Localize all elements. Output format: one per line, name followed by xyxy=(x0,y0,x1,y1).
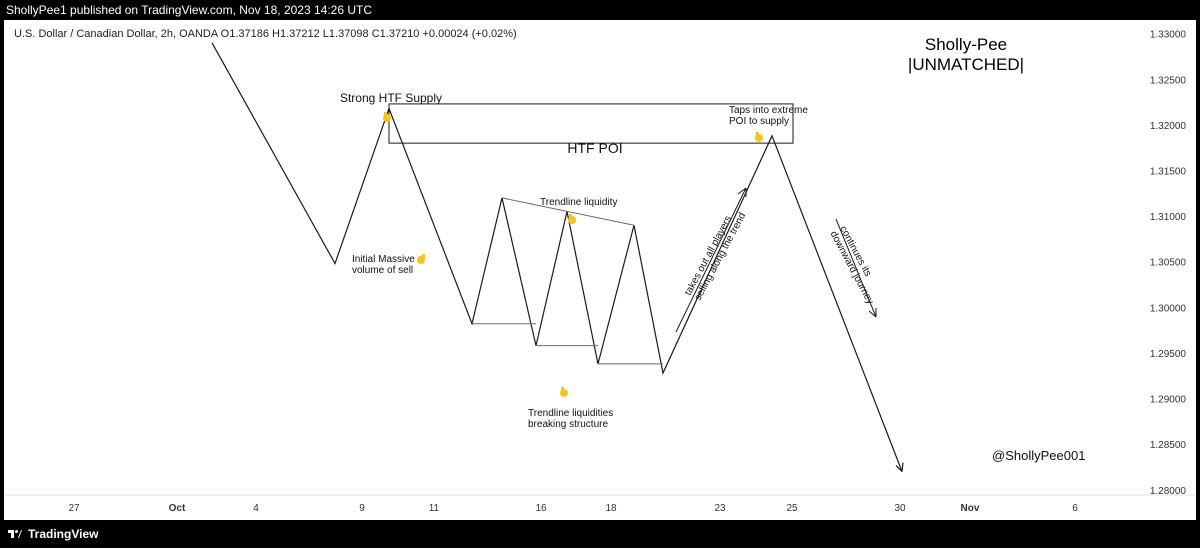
x-tick-label: 6 xyxy=(1072,503,1078,514)
htf-poi-zone[interactable] xyxy=(388,103,794,144)
price-path-line xyxy=(211,42,903,472)
x-tick-label: Oct xyxy=(169,503,186,514)
initial-sell-label-line1: Initial Massive xyxy=(352,254,415,265)
x-tick-label: 18 xyxy=(605,503,617,514)
author-handle: @ShollyPee001 xyxy=(992,448,1085,463)
pointing-hand-icon xyxy=(568,214,576,224)
liq-break-label-line1: Trendline liquidities xyxy=(528,408,613,419)
strong-supply-label: Strong HTF Supply xyxy=(340,91,442,105)
liq-break-label-line2: breaking structure xyxy=(528,419,608,430)
pointing-hand-icon xyxy=(755,132,763,142)
drawing-layer xyxy=(211,42,904,472)
trendline-liquidity-label: Trendline liquidity xyxy=(540,197,617,208)
y-tick-label: 1.33000 xyxy=(1150,30,1187,41)
y-tick-label: 1.31500 xyxy=(1150,167,1187,178)
pointing-hand-icon xyxy=(383,112,391,122)
down-arrow xyxy=(835,218,877,318)
footer-bar: TradingView xyxy=(0,520,1200,548)
y-tick-label: 1.30500 xyxy=(1150,258,1187,269)
x-tick-label: 30 xyxy=(894,503,906,514)
brand-name: Sholly-Pee xyxy=(925,35,1007,54)
x-tick-label: 16 xyxy=(535,503,547,514)
y-tick-label: 1.31000 xyxy=(1150,212,1187,223)
y-tick-label: 1.28500 xyxy=(1150,440,1187,451)
y-tick-label: 1.30000 xyxy=(1150,303,1187,314)
x-tick-label: 23 xyxy=(714,503,726,514)
trendline-liquidity-line xyxy=(501,197,635,226)
taps-label-line2: POI to supply xyxy=(729,116,789,127)
publisher-bar: ShollyPee1 published on TradingView.com,… xyxy=(0,0,1200,20)
y-axis: 1.33000 1.32500 1.32000 1.31500 1.31000 1.305… xyxy=(1150,30,1187,497)
up-arrow xyxy=(675,187,747,333)
x-tick-label: 4 xyxy=(253,503,259,514)
x-tick-label: Nov xyxy=(961,503,980,514)
x-tick-label: 11 xyxy=(429,503,440,514)
taps-label-line1: Taps into extreme xyxy=(729,105,808,116)
chart-svg: U.S. Dollar / Canadian Dollar, 2h, OANDA… xyxy=(4,28,1196,514)
publisher-text: ShollyPee1 published on TradingView.com,… xyxy=(6,3,373,17)
tradingview-logo-icon[interactable] xyxy=(8,527,22,541)
y-tick-label: 1.28000 xyxy=(1150,486,1187,497)
y-tick-label: 1.32000 xyxy=(1150,121,1187,132)
htf-poi-label: HTF POI xyxy=(567,140,622,156)
y-tick-label: 1.29000 xyxy=(1150,395,1187,406)
y-tick-label: 1.32500 xyxy=(1150,75,1187,86)
x-tick-label: 25 xyxy=(786,503,798,514)
continues-label: continues its downward journey xyxy=(828,224,876,306)
brand-tagline: |UNMATCHED| xyxy=(908,55,1024,74)
path-end-arrowhead xyxy=(895,462,904,472)
pointing-hand-icon xyxy=(560,387,568,397)
symbol-line: U.S. Dollar / Canadian Dollar, 2h, OANDA… xyxy=(14,28,517,40)
initial-sell-label-line2: volume of sell xyxy=(352,265,413,276)
y-tick-label: 1.29500 xyxy=(1150,349,1187,360)
x-tick-label: 9 xyxy=(359,503,365,514)
takes-out-label: takes out all players selling along the … xyxy=(683,211,748,303)
pointing-hand-icon xyxy=(417,254,425,264)
footer-logo-text[interactable]: TradingView xyxy=(28,527,99,541)
x-axis: 27 Oct 4 9 11 16 18 23 25 30 Nov 6 xyxy=(68,503,1078,514)
x-tick-label: 27 xyxy=(68,503,80,514)
chart-area[interactable]: U.S. Dollar / Canadian Dollar, 2h, OANDA… xyxy=(4,20,1196,520)
